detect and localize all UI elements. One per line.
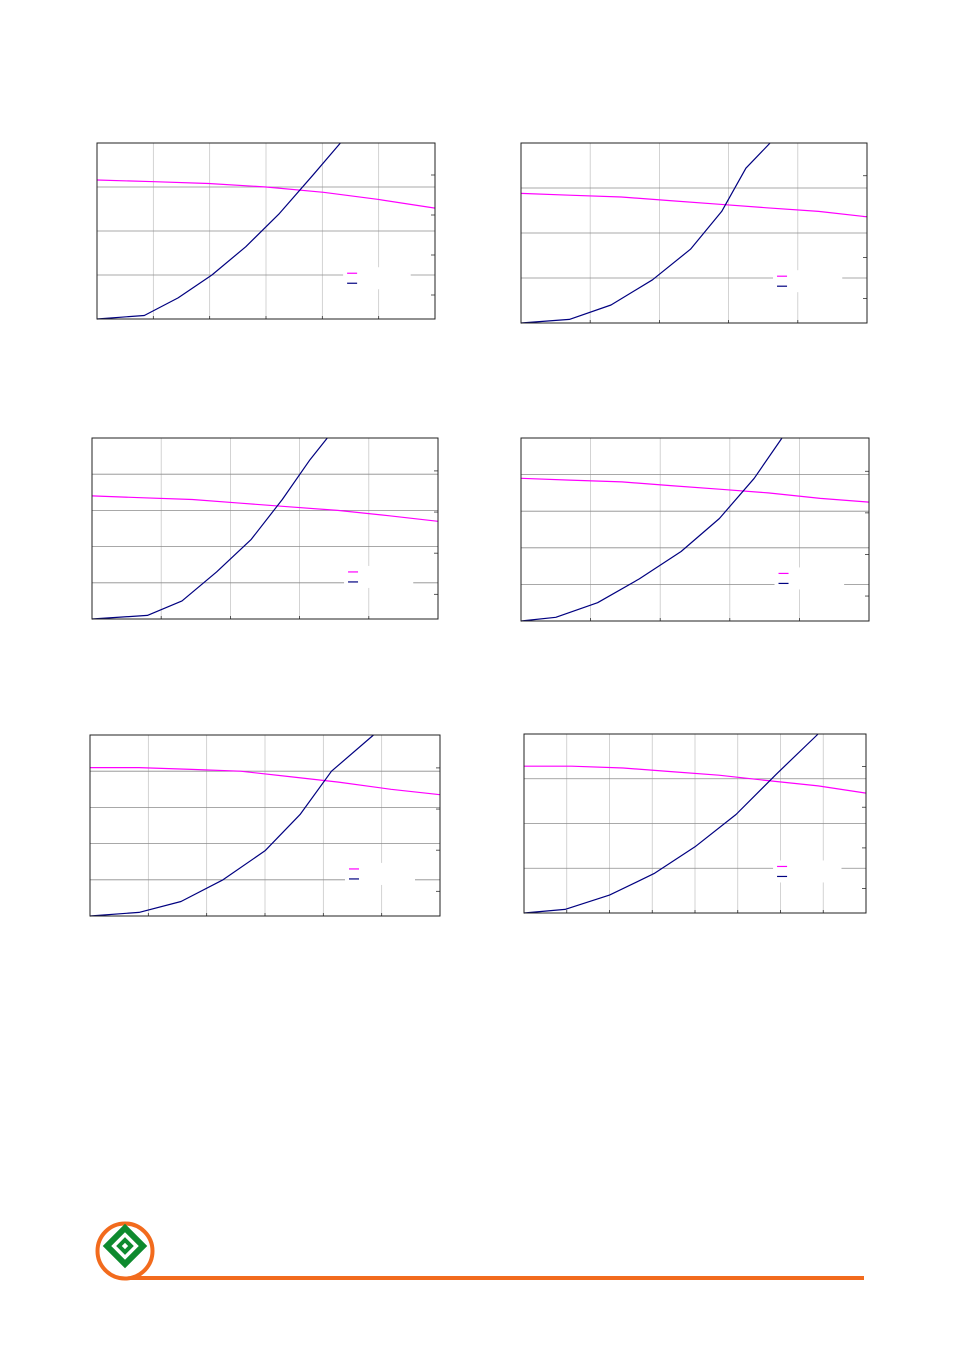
legend-box <box>773 860 842 883</box>
chart-frame <box>96 142 436 320</box>
chart-frame <box>520 437 870 622</box>
chart-3 <box>91 437 439 620</box>
legend-box <box>773 270 843 293</box>
navy-series-line <box>89 734 374 917</box>
chart-4 <box>520 437 870 622</box>
chart-frame <box>523 733 867 914</box>
magenta-series-line <box>90 766 441 796</box>
navy-series-line <box>523 733 819 914</box>
navy-series-line <box>520 142 771 324</box>
chart-frame <box>520 142 868 324</box>
chart-2 <box>520 142 868 324</box>
navy-series-line <box>96 142 341 320</box>
navy-series-line <box>91 437 328 620</box>
chart-1 <box>96 142 436 320</box>
magenta-series-line <box>520 477 870 503</box>
navy-series-line <box>520 437 783 622</box>
magenta-series-line <box>520 192 868 218</box>
chart-6 <box>523 733 867 914</box>
magenta-series-line <box>96 179 436 209</box>
chart-5 <box>89 734 441 917</box>
legend-box <box>774 567 845 590</box>
chart-frame <box>91 437 439 620</box>
diamond-heart-logo-icon <box>95 1221 155 1281</box>
chart-frame <box>89 734 441 917</box>
magenta-series-line <box>524 765 867 794</box>
magenta-series-line <box>91 495 439 522</box>
footer-rule <box>130 1276 864 1280</box>
legend-box <box>344 565 414 588</box>
legend-box <box>343 267 411 290</box>
legend-box <box>345 862 415 885</box>
